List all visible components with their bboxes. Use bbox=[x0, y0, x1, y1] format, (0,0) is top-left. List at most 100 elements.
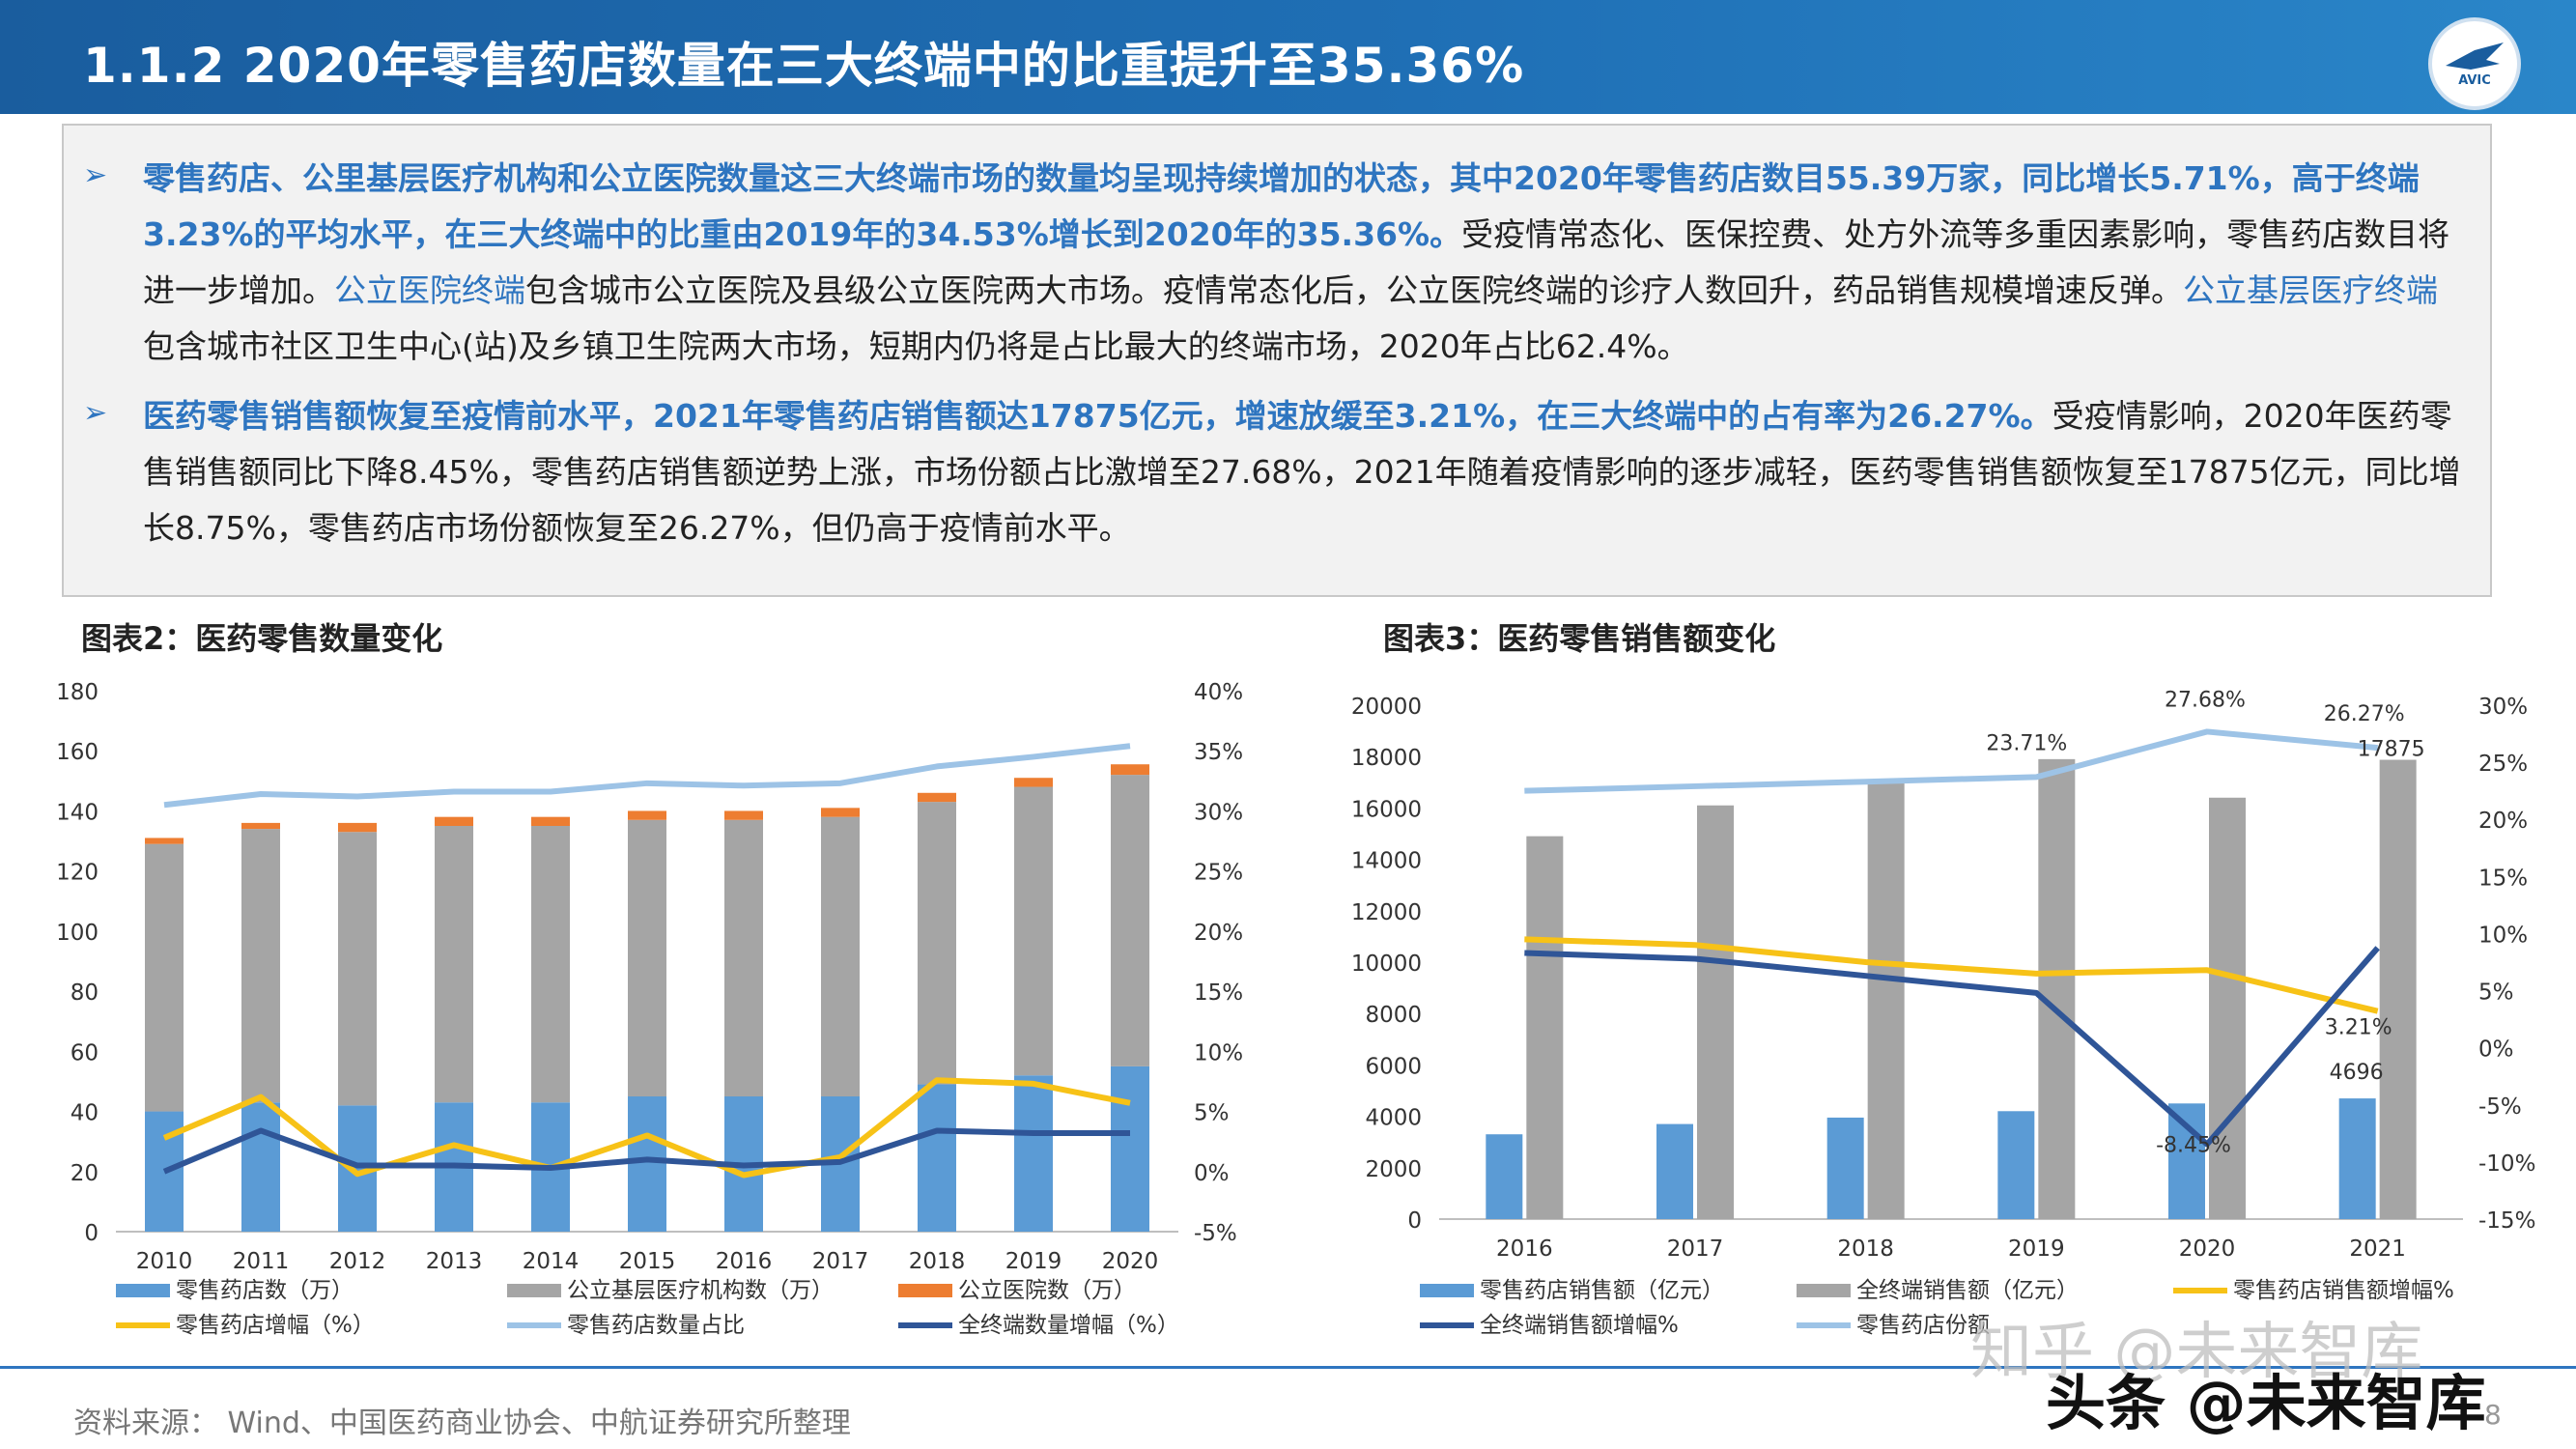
right-axis-tick-label: 40% bbox=[1194, 680, 1243, 705]
paragraph-run: 受疫情影响，2020年医药零售销售额同比下降8.45%，零售药店销售额逆势上涨，… bbox=[143, 397, 2461, 547]
bar bbox=[531, 816, 570, 826]
summary-paragraph-1: 零售药店、公里基层医疗机构和公立医院数量这三大终端市场的数量均呈现持续增加的状态… bbox=[143, 151, 2461, 375]
right-axis-tick-label: 0% bbox=[1194, 1161, 1230, 1186]
legend-label: 全终端销售额增幅% bbox=[1480, 1313, 1679, 1338]
bar bbox=[1826, 1117, 1864, 1219]
right-axis-tick-label: 10% bbox=[2478, 923, 2528, 948]
bar bbox=[338, 832, 377, 1106]
right-axis-tick-label: 35% bbox=[1194, 740, 1243, 765]
series-line bbox=[162, 1127, 1130, 1175]
data-label: 27.68% bbox=[2165, 688, 2246, 712]
plane-icon bbox=[2446, 43, 2504, 70]
left-axis-tick-label: 4000 bbox=[1365, 1106, 1422, 1131]
x-axis-tick-label: 2020 bbox=[1102, 1249, 1159, 1274]
bar bbox=[2168, 1103, 2205, 1219]
bar bbox=[1111, 764, 1149, 776]
x-axis-tick-label: 2011 bbox=[233, 1249, 290, 1274]
bar bbox=[918, 792, 956, 803]
legend-label: 公立医院数（万） bbox=[958, 1278, 1136, 1303]
header-bar: 1.1.2 2020年零售药店数量在三大终端中的比重提升至35.36% AVIC bbox=[0, 0, 2576, 114]
bar bbox=[1486, 1134, 1523, 1219]
source-note: 资料来源： Wind、中国医药商业协会、中航证券研究所整理 bbox=[73, 1406, 851, 1440]
series-line bbox=[163, 743, 1131, 809]
data-label: 3.21% bbox=[2325, 1016, 2392, 1040]
legend-label: 零售药店份额 bbox=[1856, 1313, 1990, 1338]
right-axis-tick-label: -5% bbox=[1194, 1221, 1237, 1246]
logo: AVIC bbox=[2428, 17, 2521, 110]
x-axis-tick-label: 2018 bbox=[1837, 1236, 1894, 1262]
data-label: -8.45% bbox=[2156, 1134, 2231, 1158]
left-axis-tick-label: 16000 bbox=[1351, 797, 1422, 822]
summary-paragraph-2: 医药零售销售额恢复至疫情前水平，2021年零售药店销售额达17875亿元，增速放… bbox=[143, 388, 2461, 556]
x-axis-tick-label: 2017 bbox=[1667, 1236, 1724, 1262]
watermark-zhihu: 知乎 @未来智库 bbox=[1970, 1317, 2423, 1388]
legend-swatch bbox=[898, 1284, 952, 1297]
bar bbox=[1014, 1075, 1053, 1232]
legend-label: 零售药店销售额（亿元） bbox=[1480, 1278, 1724, 1303]
left-axis-tick-label: 2000 bbox=[1365, 1157, 1422, 1182]
bar bbox=[628, 1096, 666, 1232]
right-axis-tick-label: -10% bbox=[2478, 1151, 2535, 1177]
right-axis-tick-label: -5% bbox=[2478, 1094, 2522, 1120]
bar bbox=[338, 822, 377, 833]
legend-swatch bbox=[1797, 1284, 1851, 1297]
x-axis-tick-label: 2019 bbox=[1005, 1249, 1062, 1274]
x-axis-tick-label: 2018 bbox=[909, 1249, 966, 1274]
bar bbox=[1697, 805, 1734, 1219]
logo-text: AVIC bbox=[2458, 73, 2491, 88]
bar bbox=[2338, 1098, 2376, 1219]
paragraph-run: 包含城市公立医院及县级公立医院两大市场。疫情常态化后，公立医院终端的诊疗人数回升… bbox=[525, 271, 2183, 309]
page-title: 1.1.2 2020年零售药店数量在三大终端中的比重提升至35.36% bbox=[83, 38, 1525, 94]
bar bbox=[2038, 758, 2076, 1219]
x-axis-tick-label: 2013 bbox=[426, 1249, 483, 1274]
bar bbox=[435, 826, 473, 1103]
bullet-arrow-icon: ➢ bbox=[83, 396, 108, 430]
bar bbox=[1656, 1123, 1693, 1219]
right-axis-tick-label: -15% bbox=[2478, 1208, 2535, 1234]
x-axis-tick-label: 2015 bbox=[619, 1249, 676, 1274]
x-axis-tick-label: 2019 bbox=[2008, 1236, 2065, 1262]
legend-label: 零售药店数量占比 bbox=[567, 1313, 745, 1338]
chart3-svg: 0 2000 4000 6000 8000 10000 12000 14000 16000 180… bbox=[1351, 688, 2536, 1338]
bar bbox=[918, 1084, 956, 1232]
left-axis-tick-label: 80 bbox=[71, 980, 99, 1006]
bar bbox=[724, 810, 763, 820]
right-axis-tick-label: 15% bbox=[1194, 980, 1243, 1006]
legend-label: 公立基层医疗机构数（万） bbox=[567, 1278, 834, 1303]
bar bbox=[1526, 836, 1564, 1219]
bar bbox=[2379, 759, 2417, 1219]
left-axis-tick-label: 14000 bbox=[1351, 849, 1422, 874]
bar bbox=[531, 826, 570, 1103]
left-axis-tick-label: 60 bbox=[71, 1040, 99, 1065]
right-axis-tick-label: 0% bbox=[2478, 1037, 2514, 1063]
paragraph-run: 包含城市社区卫生中心(站)及乡镇卫生院两大市场，短期内仍将是占比最大的终端市场，… bbox=[143, 327, 1689, 365]
bar bbox=[724, 819, 763, 1096]
left-axis-tick-label: 10000 bbox=[1351, 952, 1422, 977]
watermark-toutiao: 头条 @未来智库 bbox=[2046, 1368, 2486, 1438]
bar bbox=[628, 819, 666, 1096]
bar bbox=[145, 843, 184, 1112]
legend-label: 零售药店数（万） bbox=[176, 1278, 354, 1303]
data-label: 23.71% bbox=[1986, 731, 2067, 755]
bar bbox=[1014, 778, 1053, 787]
bar bbox=[1867, 780, 1905, 1219]
bar bbox=[821, 808, 860, 817]
bar bbox=[2209, 797, 2246, 1219]
summary-box: ➢ 零售药店、公里基层医疗机构和公立医院数量这三大终端市场的数量均呈现持续增加的… bbox=[62, 124, 2492, 597]
chart3-title: 图表3：医药零售销售额变化 bbox=[1383, 620, 1776, 657]
bar bbox=[821, 816, 860, 1096]
x-axis-tick-label: 2016 bbox=[1496, 1236, 1553, 1262]
left-axis-tick-label: 12000 bbox=[1351, 900, 1422, 925]
series-line bbox=[1524, 946, 2380, 1148]
bar bbox=[1111, 775, 1149, 1066]
left-axis-tick-label: 6000 bbox=[1365, 1054, 1422, 1079]
bullet-arrow-icon: ➢ bbox=[83, 158, 108, 192]
series-line bbox=[1524, 936, 2379, 1014]
left-axis-tick-label: 100 bbox=[56, 921, 99, 946]
left-axis-tick-label: 120 bbox=[56, 861, 99, 886]
legend-label: 全终端数量增幅（%） bbox=[958, 1313, 1179, 1338]
chart2-title: 图表2：医药零售数量变化 bbox=[81, 620, 443, 657]
x-axis-tick-label: 2016 bbox=[716, 1249, 773, 1274]
data-label: 26.27% bbox=[2324, 702, 2405, 726]
left-axis-tick-label: 20000 bbox=[1351, 695, 1422, 720]
